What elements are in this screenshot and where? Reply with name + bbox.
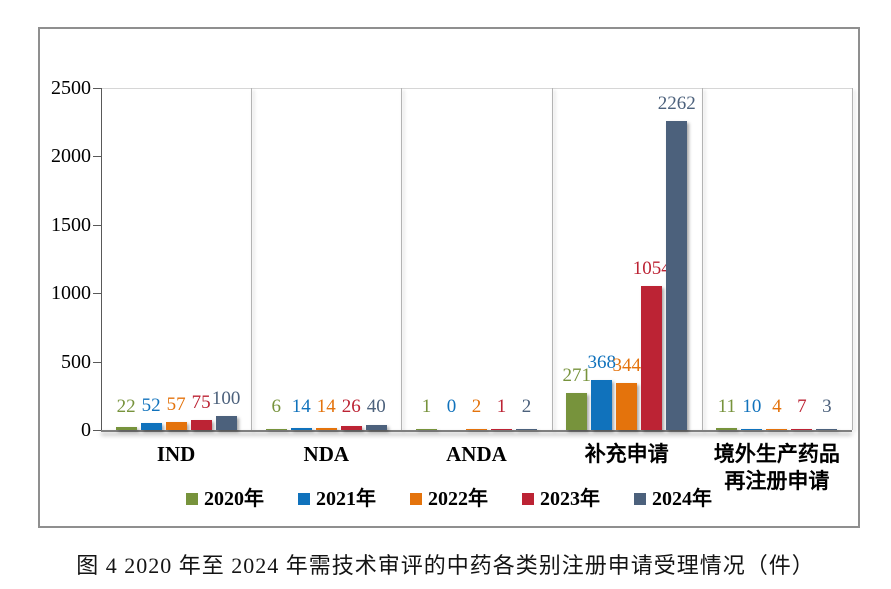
bar-2020-ind — [115, 427, 137, 430]
bar-2023-anda — [491, 429, 512, 430]
bar-label-2024-overseas-reregistration: 3 — [822, 396, 832, 417]
category-divider — [701, 88, 703, 430]
y-tick-label: 2000 — [51, 145, 91, 168]
category-divider — [852, 88, 853, 430]
plot-top-border — [101, 88, 852, 89]
bar-2022-ind — [165, 422, 187, 430]
legend-swatch-2023 — [522, 493, 534, 505]
legend-swatch-2024 — [634, 493, 646, 505]
figure-caption: 图 4 2020 年至 2024 年需技术审评的中药各类别注册申请受理情况（件） — [76, 553, 815, 578]
bar-2020-overseas-reregistration — [716, 428, 738, 430]
bar-2022-anda — [466, 429, 487, 430]
legend-item-2024: 2024年 — [634, 488, 712, 510]
legend-item-2022: 2022年 — [410, 488, 488, 510]
category-label-line: IND — [156, 442, 196, 466]
bar-label-2024-supplement: 2262 — [657, 93, 696, 114]
bar-label-2022-overseas-reregistration: 4 — [772, 396, 782, 417]
category-label-line: 补充申请 — [584, 442, 669, 466]
bar-label-2020-nda: 6 — [271, 396, 282, 417]
bar-2021-ind — [140, 423, 162, 430]
bar-label-2023-ind: 75 — [191, 392, 211, 413]
bar-2022-nda — [315, 428, 337, 430]
bar-2024-overseas-reregistration — [816, 429, 838, 430]
bar-2024-nda — [365, 425, 387, 430]
category-label-anda: ANDA — [401, 441, 551, 468]
bar-label-2020-anda: 1 — [421, 396, 432, 417]
legend-label-2022: 2022年 — [428, 488, 488, 510]
category-label-line: ANDA — [446, 442, 507, 466]
bar-2022-supplement — [616, 383, 638, 430]
chart-figure: 0 500 1000 1500 2000 2500 22 52 57 75 100 IND 6 14 14 2… — [38, 27, 860, 528]
legend-label-2020: 2020年 — [204, 488, 264, 510]
bar-2024-supplement — [666, 121, 688, 430]
bar-label-2024-ind: 100 — [211, 388, 241, 409]
legend-item-2021: 2021年 — [298, 488, 376, 510]
legend-swatch-2022 — [410, 493, 422, 505]
category-label-line: 再注册申请 — [724, 469, 830, 493]
y-axis-tick — [93, 293, 101, 295]
y-axis-tick — [93, 361, 101, 363]
bar-label-2023-anda: 1 — [496, 396, 507, 417]
y-tick-label: 1500 — [51, 213, 91, 236]
bar-2023-nda — [340, 426, 362, 430]
y-tick-label: 2500 — [51, 77, 91, 99]
bar-label-2023-supplement: 1054 — [632, 258, 671, 279]
y-axis-tick — [93, 156, 101, 158]
bar-2024-ind — [215, 416, 237, 430]
bar-label-2021-ind: 52 — [141, 395, 161, 416]
legend-item-2023: 2023年 — [522, 488, 600, 510]
bar-label-2020-supplement: 271 — [562, 365, 591, 386]
y-axis-tick — [93, 430, 101, 431]
bar-2020-anda — [416, 429, 437, 430]
category-label-supplement: 补充申请 — [552, 441, 702, 468]
category-divider — [551, 88, 553, 430]
y-axis-tick — [93, 88, 101, 89]
category-label-line: 境外生产药品 — [713, 442, 840, 466]
x-axis-line — [101, 430, 852, 432]
bar-label-2024-nda: 40 — [366, 396, 386, 417]
chart-legend: 2020年 2021年 2022年 2023年 2024年 — [40, 487, 858, 511]
category-label-line: NDA — [303, 442, 350, 466]
bar-label-2023-overseas-reregistration: 7 — [797, 396, 807, 417]
bar-2023-supplement — [641, 286, 663, 430]
legend-label-2023: 2023年 — [540, 488, 600, 510]
bar-label-2022-anda: 2 — [471, 396, 482, 417]
bar-2020-nda — [265, 429, 287, 430]
bar-2023-overseas-reregistration — [791, 429, 813, 430]
legend-item-2020: 2020年 — [186, 488, 264, 510]
bar-label-2024-anda: 2 — [521, 396, 532, 417]
bar-2022-overseas-reregistration — [766, 429, 788, 430]
bar-label-2021-anda: 0 — [446, 396, 457, 417]
bar-label-2020-ind: 22 — [116, 396, 136, 417]
bar-2021-supplement — [591, 380, 613, 430]
bar-2024-anda — [516, 429, 537, 430]
y-tick-label: 0 — [81, 419, 91, 441]
bar-2021-nda — [290, 428, 312, 430]
bar-2021-overseas-reregistration — [741, 429, 763, 430]
legend-label-2021: 2021年 — [316, 488, 376, 510]
category-divider — [401, 88, 403, 430]
y-axis-line — [101, 88, 102, 430]
bar-label-2023-nda: 26 — [341, 396, 361, 417]
bar-label-2021-overseas-reregistration: 10 — [742, 396, 762, 417]
y-tick-label: 500 — [61, 350, 91, 373]
legend-label-2024: 2024年 — [652, 488, 712, 510]
bar-label-2022-ind: 57 — [166, 394, 186, 415]
category-label-overseas-reregistration: 境外生产药品 再注册申请 — [702, 441, 852, 495]
bar-2023-ind — [190, 420, 212, 430]
category-divider — [251, 88, 253, 430]
bar-label-2022-supplement: 344 — [612, 355, 641, 376]
bar-label-2020-overseas-reregistration: 11 — [717, 396, 737, 417]
y-axis-tick — [93, 224, 101, 226]
bar-2020-supplement — [566, 393, 588, 430]
bar-label-2021-nda: 14 — [291, 396, 311, 417]
bar-label-2021-supplement: 368 — [587, 352, 616, 373]
legend-swatch-2020 — [186, 493, 198, 505]
category-label-ind: IND — [101, 441, 251, 468]
bar-label-2022-nda: 14 — [316, 396, 336, 417]
legend-swatch-2021 — [298, 493, 310, 505]
category-label-nda: NDA — [251, 441, 401, 468]
y-tick-label: 1000 — [51, 282, 91, 305]
